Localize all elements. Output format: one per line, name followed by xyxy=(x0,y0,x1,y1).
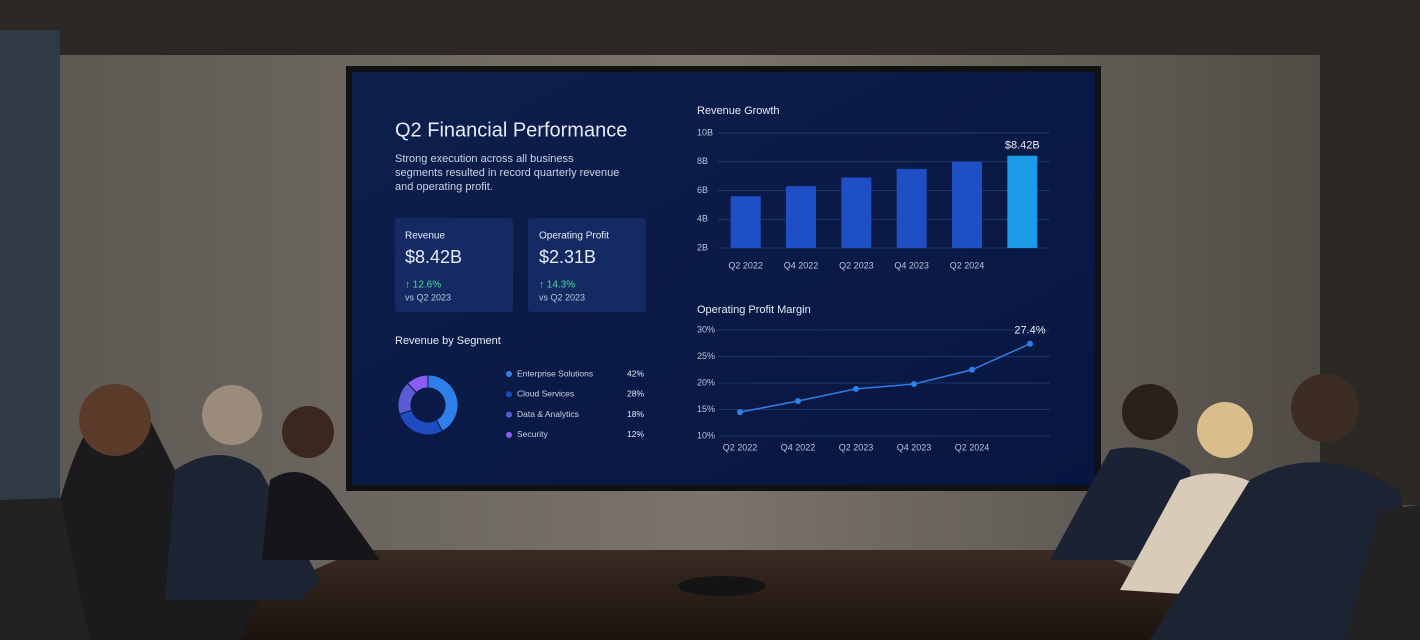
chart-title: Revenue Growth xyxy=(697,105,780,117)
chair xyxy=(1345,505,1420,640)
point xyxy=(911,381,917,388)
y-tick-label: 6B xyxy=(697,185,708,195)
y-tick-label: 10% xyxy=(697,430,715,440)
kpi-value: $8.42B xyxy=(405,247,462,267)
y-tick-label: 30% xyxy=(697,324,715,334)
person-head xyxy=(1122,384,1178,440)
charts: Revenue Growth 2B 4B 6B 8B 10B Q2 2022 Q4 2022 Q… xyxy=(395,105,1050,452)
point xyxy=(969,366,975,373)
y-tick-label: 4B xyxy=(697,214,708,224)
legend-swatch xyxy=(506,431,512,438)
kpi-value: $2.31B xyxy=(539,247,596,267)
x-tick-label: Q2 2022 xyxy=(728,260,763,270)
person-head xyxy=(79,384,151,456)
person-head xyxy=(1197,402,1253,458)
bar xyxy=(841,177,872,248)
legend-value: 28% xyxy=(627,389,644,399)
dashboard-title: Q2 Financial Performance xyxy=(395,119,627,141)
legend-swatch xyxy=(506,411,512,418)
y-tick-label: 8B xyxy=(697,156,708,166)
chart-title: Operating Profit Margin xyxy=(697,304,811,316)
description-box: Strong execution across all business seg… xyxy=(395,153,620,193)
x-tick-label: Q2 2024 xyxy=(955,442,990,452)
person-head xyxy=(1291,374,1359,442)
donut-segment xyxy=(406,374,429,394)
bar xyxy=(730,196,761,248)
legend-label: Security xyxy=(517,429,548,439)
bar xyxy=(1007,155,1038,248)
data-label: $8.42B xyxy=(1005,140,1040,152)
window xyxy=(0,30,60,500)
person xyxy=(262,472,380,560)
person xyxy=(165,455,320,600)
bar xyxy=(786,186,816,248)
point xyxy=(1027,340,1033,347)
speakerphone xyxy=(678,576,766,596)
x-tick-label: Q2 2023 xyxy=(839,442,874,452)
legend-value: 42% xyxy=(627,368,644,378)
bar xyxy=(896,168,927,248)
legend-value: 12% xyxy=(627,429,644,439)
kpi-note: vs Q2 2023 xyxy=(405,292,451,302)
x-tick-label: Q4 2023 xyxy=(897,442,932,452)
dashboard-description: Strong execution across all business seg… xyxy=(395,153,620,193)
point xyxy=(795,398,801,405)
kpi-card xyxy=(395,218,513,312)
person-head xyxy=(282,406,334,458)
person xyxy=(1150,462,1420,640)
data-label: 27.4% xyxy=(1014,325,1045,337)
legend-swatch xyxy=(506,391,512,398)
point xyxy=(737,409,743,416)
x-tick-label: Q2 2024 xyxy=(950,260,985,270)
y-tick-label: 25% xyxy=(697,351,715,361)
y-tick-label: 20% xyxy=(697,377,715,387)
ceiling xyxy=(0,0,1420,55)
kpi-label: Operating Profit xyxy=(539,231,609,242)
x-tick-label: Q4 2022 xyxy=(781,442,816,452)
chair xyxy=(0,498,90,640)
point xyxy=(853,385,859,392)
y-tick-label: 2B xyxy=(697,242,708,252)
legend-label: Data & Analytics xyxy=(517,409,579,419)
kpi-label: Revenue xyxy=(405,231,445,242)
kpi-card xyxy=(528,218,646,312)
bar xyxy=(952,161,982,248)
x-tick-label: Q4 2023 xyxy=(894,260,929,270)
legend-value: 18% xyxy=(627,409,644,419)
kpi-note: vs Q2 2023 xyxy=(539,292,585,302)
legend-label: Enterprise Solutions xyxy=(517,368,593,378)
person-head xyxy=(202,385,262,445)
y-tick-label: 15% xyxy=(697,404,715,414)
legend-swatch xyxy=(506,371,512,377)
kpi-change: ↑ 14.3% xyxy=(539,280,575,291)
x-tick-label: Q2 2022 xyxy=(723,442,758,452)
y-tick-label: 10B xyxy=(697,127,713,137)
x-tick-label: Q4 2022 xyxy=(784,260,819,270)
legend-label: Cloud Services xyxy=(517,389,574,399)
x-tick-label: Q2 2023 xyxy=(839,260,874,270)
kpi-change: ↑ 12.6% xyxy=(405,280,441,291)
chart-title: Revenue by Segment xyxy=(395,335,501,347)
line xyxy=(739,343,1031,413)
